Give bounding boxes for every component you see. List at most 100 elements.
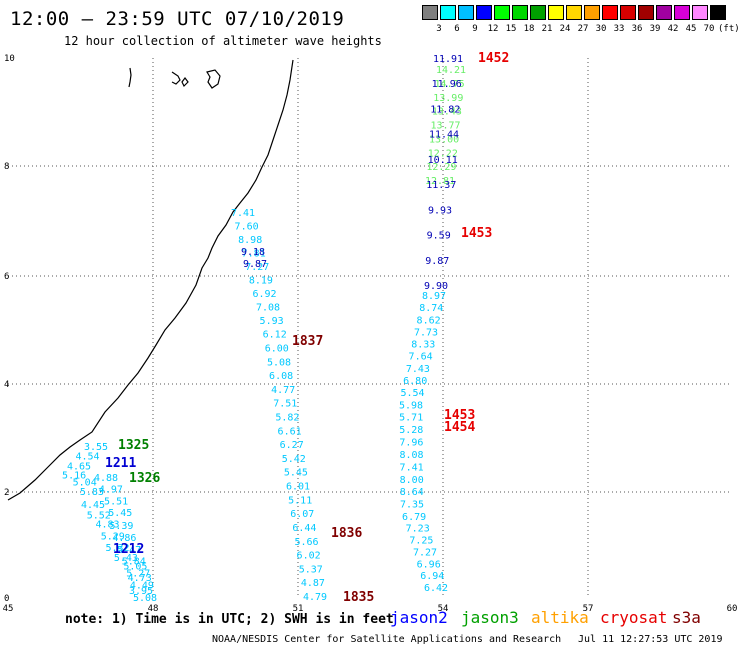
wave-height-value: 5.84 (122, 557, 146, 568)
wave-height-value: 8.08 (399, 450, 423, 461)
wave-height-value: 11.91 (433, 54, 463, 65)
wave-height-value: 6.92 (252, 289, 276, 300)
island (129, 68, 131, 87)
wave-height-value: 7.43 (406, 364, 430, 375)
wave-height-value: 5.37 (299, 564, 323, 575)
wave-height-value: 6.01 (286, 482, 310, 493)
wave-height-value: 5.08 (133, 593, 157, 604)
y-tick-label: 6 (4, 272, 9, 282)
legend-jason3: jason3 (461, 608, 519, 627)
wave-height-value: 6.07 (290, 509, 314, 520)
wave-height-value: 9.59 (427, 231, 451, 242)
wave-height-value: 5.82 (275, 413, 299, 424)
wave-height-value: 6.79 (402, 512, 426, 523)
wave-height-value: 8.97 (422, 291, 446, 302)
wave-height-value: 5.66 (294, 537, 318, 548)
wave-height-value: 6.42 (424, 583, 448, 594)
island (182, 78, 188, 86)
island (207, 70, 220, 88)
legend-altika: altika (531, 608, 589, 627)
wave-height-value: 4.87 (301, 578, 325, 589)
wave-height-value: 14.21 (436, 65, 466, 76)
wave-height-value: 11.37 (426, 180, 456, 191)
wave-height-value: 4.88 (94, 473, 118, 484)
y-tick-label: 0 (4, 594, 9, 604)
wave-height-value: 6.02 (297, 551, 321, 562)
wave-height-value: 5.98 (399, 400, 423, 411)
wave-height-value: 5.51 (104, 496, 128, 507)
footer-credit: NOAA/NESDIS Center for Satellite Applica… (212, 634, 561, 645)
wave-height-value: 8.62 (417, 315, 441, 326)
pass-time-label: 1835 (343, 590, 374, 605)
y-tick-label: 10 (4, 54, 15, 64)
wave-height-value: 8.33 (411, 340, 435, 351)
wave-height-value: 7.25 (409, 536, 433, 547)
wave-height-value: 11.96 (432, 79, 462, 90)
wave-height-value: 5.45 (284, 468, 308, 479)
wave-height-value: 4.77 (271, 385, 295, 396)
note-text: note: 1) Time is in UTC; 2) SWH is in fe… (65, 612, 394, 627)
pass-time-label: 1212 (113, 542, 144, 557)
wave-height-value: 6.27 (280, 440, 304, 451)
wave-height-value: 6.08 (269, 371, 293, 382)
wave-height-value: 4.49 (130, 581, 154, 592)
wave-height-value: 9.93 (428, 205, 452, 216)
wave-height-value: 7.41 (400, 462, 424, 473)
wave-height-value: 7.23 (406, 524, 430, 535)
legend-jason2: jason2 (390, 608, 448, 627)
wave-height-value: 9.18 (241, 247, 265, 258)
wave-height-value: 8.00 (400, 475, 424, 486)
wave-height-value: 7.27 (413, 547, 437, 558)
pass-time-label: 1837 (292, 334, 323, 349)
legend-cryosat: cryosat (600, 608, 667, 627)
x-tick-label: 45 (3, 604, 14, 614)
wave-height-value: 4.45 (81, 500, 105, 511)
wave-height-map: 45 48 51 54 57 600246810 3.554.544.655.165.04… (0, 0, 740, 650)
legend-s3a: s3a (672, 608, 701, 627)
wave-height-value: 5.27 (126, 569, 150, 580)
wave-height-value: 5.42 (282, 454, 306, 465)
wave-height-value: 7.64 (409, 352, 433, 363)
y-tick-label: 8 (4, 162, 9, 172)
wave-height-value: 4.97 (99, 485, 123, 496)
wave-height-value: 5.71 (399, 413, 423, 424)
wave-height-value: 6.80 (403, 376, 427, 387)
pass-time-label: 1326 (129, 471, 160, 486)
y-tick-label: 4 (4, 380, 9, 390)
wave-height-value: 7.08 (256, 303, 280, 314)
wave-height-value: 7.41 (231, 208, 255, 219)
pass-time-label: 1211 (105, 456, 136, 471)
wave-height-value: 6.96 (417, 559, 441, 570)
y-tick-label: 2 (4, 488, 9, 498)
wave-height-value: 8.64 (400, 487, 424, 498)
wave-height-value: 11.44 (429, 130, 459, 141)
wave-height-value: 8.19 (249, 276, 273, 287)
wave-height-value: 8.74 (419, 303, 443, 314)
pass-time-label: 1454 (444, 420, 475, 435)
wave-height-value: 5.11 (288, 495, 312, 506)
wave-height-value: 6.94 (420, 571, 444, 582)
wave-height-value: 11.82 (430, 104, 460, 115)
x-tick-label: 60 (727, 604, 738, 614)
pass-time-label: 1452 (478, 51, 509, 66)
wave-height-value: 7.96 (399, 438, 423, 449)
wave-height-value: 5.54 (400, 388, 424, 399)
wave-height-value: 4.79 (303, 592, 327, 603)
wave-height-value: 7.35 (400, 500, 424, 511)
wave-height-value: 5.28 (399, 425, 423, 436)
wave-height-value: 5.39 (109, 521, 133, 532)
wave-height-value: 9.87 (243, 259, 267, 270)
pass-time-label: 1836 (331, 526, 362, 541)
wave-height-value: 9.87 (425, 256, 449, 267)
island (172, 72, 180, 84)
wave-height-value: 13.99 (433, 93, 463, 104)
altimeter-tracks: 3.554.544.655.165.045.83 4.455.524.835.29… (62, 54, 466, 604)
generated-timestamp: Jul 11 12:27:53 UTC 2019 (578, 634, 723, 645)
wave-height-value: 6.12 (263, 330, 287, 341)
pass-time-label: 1453 (461, 226, 492, 241)
wave-height-value: 6.00 (265, 343, 289, 354)
wave-height-value: 7.60 (235, 222, 259, 233)
pass-time-label: 1325 (118, 438, 149, 453)
wave-height-value: 7.73 (414, 327, 438, 338)
wave-height-value: 5.08 (267, 357, 291, 368)
